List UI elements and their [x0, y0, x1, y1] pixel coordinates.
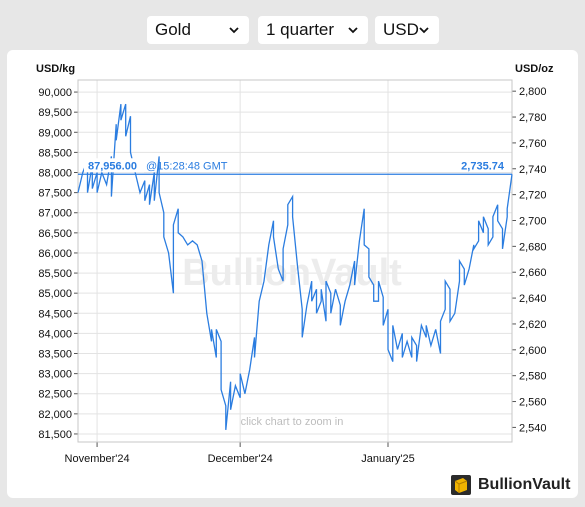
bullionvault-logo[interactable]: BullionVault — [450, 473, 570, 497]
crosshair-value-oz: 2,735.74 — [461, 160, 505, 172]
right-tick-label: 2,700 — [519, 215, 547, 227]
zoom-hint: click chart to zoom in — [241, 416, 344, 428]
gold-bar-icon — [451, 475, 471, 495]
chart-panel — [7, 50, 578, 498]
left-tick-label: 89,000 — [38, 127, 72, 139]
left-tick-label: 90,000 — [38, 87, 72, 99]
watermark-text: BullionVault — [182, 252, 402, 294]
chevron-down-icon — [419, 27, 429, 34]
left-axis-ticks: 90,000 89,500 89,000 88,500 88,000 87,500 87,0… — [38, 87, 78, 441]
crosshair-value-kg: 87,956.00 — [88, 160, 137, 172]
right-tick-label: 2,580 — [519, 371, 547, 383]
left-tick-label: 88,500 — [38, 147, 72, 159]
right-axis-ticks: 2,800 2,780 2,760 2,740 2,720 2,700 2,680 2,660… — [512, 86, 547, 434]
right-tick-label: 2,640 — [519, 293, 547, 305]
plot-frame — [77, 79, 513, 443]
period-select-value: 1 quarter — [266, 20, 335, 39]
x-axis-ticks: November'24 December'24 January'25 — [65, 442, 415, 465]
chart-toolbar: Gold 1 quarter USD — [0, 0, 585, 48]
left-tick-label: 83,000 — [38, 369, 72, 381]
left-tick-label: 84,000 — [38, 328, 72, 340]
left-tick-label: 82,000 — [38, 409, 72, 421]
left-tick-label: 83,500 — [38, 349, 72, 361]
chart-grid — [78, 80, 512, 442]
left-tick-label: 87,500 — [38, 188, 72, 200]
left-axis-label: USD/kg — [36, 63, 76, 75]
right-tick-label: 2,780 — [519, 112, 547, 124]
left-tick-label: 86,000 — [38, 248, 72, 260]
crosshair-label-bg — [84, 158, 144, 173]
right-axis-label: USD/oz — [515, 63, 554, 75]
right-tick-label: 2,660 — [519, 267, 547, 279]
x-tick-label: December'24 — [208, 453, 273, 465]
left-tick-label: 85,500 — [38, 268, 72, 280]
left-tick-label: 82,500 — [38, 389, 72, 401]
right-tick-label: 2,600 — [519, 345, 547, 357]
currency-select-value: USD — [383, 20, 419, 39]
metal-select[interactable]: Gold — [147, 16, 249, 44]
x-tick-label: November'24 — [65, 453, 130, 465]
left-tick-label: 84,500 — [38, 308, 72, 320]
period-select[interactable]: 1 quarter — [258, 16, 368, 44]
chevron-down-icon — [348, 27, 358, 34]
right-tick-label: 2,740 — [519, 164, 547, 176]
currency-select[interactable]: USD — [375, 16, 439, 44]
logo-text: BullionVault — [478, 476, 571, 493]
left-tick-label: 89,500 — [38, 107, 72, 119]
right-tick-label: 2,760 — [519, 138, 547, 150]
left-tick-label: 87,000 — [38, 208, 72, 220]
right-tick-label: 2,720 — [519, 190, 547, 202]
right-tick-label: 2,540 — [519, 422, 547, 434]
metal-select-value: Gold — [155, 20, 191, 39]
right-tick-label: 2,620 — [519, 319, 547, 331]
chevron-down-icon — [229, 27, 239, 34]
x-tick-label: January'25 — [361, 453, 414, 465]
left-tick-label: 85,000 — [38, 288, 72, 300]
left-tick-label: 86,500 — [38, 228, 72, 240]
price-series-line — [77, 103, 513, 430]
crosshair-time: @15:28:48 GMT — [146, 160, 228, 172]
left-tick-label: 88,000 — [38, 168, 72, 180]
right-tick-label: 2,800 — [519, 86, 547, 98]
right-tick-label: 2,560 — [519, 397, 547, 409]
right-tick-label: 2,680 — [519, 241, 547, 253]
left-tick-label: 81,500 — [38, 429, 72, 441]
